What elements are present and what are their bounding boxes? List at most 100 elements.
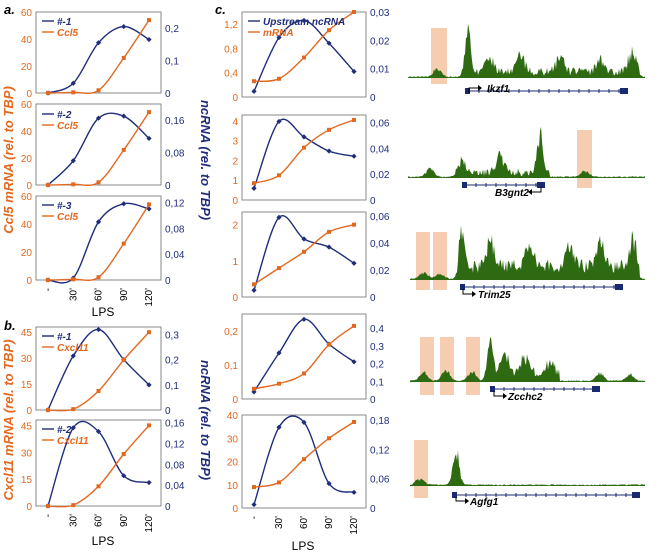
mrna-point [352, 117, 356, 122]
right-tick-label: 0 [370, 293, 376, 304]
enhancer-highlight [433, 232, 447, 290]
ncrna-point [70, 80, 76, 86]
legend-label: Upstream ncRNA [263, 17, 345, 28]
right-tick-label: 0 [370, 395, 376, 406]
chart-c3: 0 1 2 0 0,02 0,04 0,06 [232, 212, 389, 304]
mrna-point [327, 342, 331, 347]
left-tick-label: 15 [21, 475, 33, 486]
right-tick-label: 0,18 [370, 416, 390, 427]
ncrna-point [351, 359, 357, 365]
enhancer-highlight [416, 232, 430, 290]
plot-frame [241, 114, 367, 201]
gene-label: Agfg1 [469, 497, 499, 508]
genome-tracks: Ikzf1 B3gnt2 Trim25 Zcchc2 Agfg1 [408, 23, 645, 508]
mrna-point [252, 181, 256, 186]
ncrna-point [301, 236, 307, 242]
tss-arrow-head [465, 498, 469, 504]
mrna-point [252, 485, 256, 490]
mrna-point [302, 371, 306, 376]
ncrna-point [351, 153, 357, 159]
left-tick-label: 0,4 [224, 69, 238, 80]
right-tick-label: 0 [370, 504, 376, 515]
gene-exon-start [462, 182, 467, 188]
mrna-point [352, 419, 356, 424]
track-ikzf1: Ikzf1 [408, 23, 645, 95]
plot-frame [35, 11, 162, 94]
left-tick-label: 3 [232, 137, 238, 148]
x-tick-label: 30' [68, 514, 79, 527]
mrna-point [46, 278, 50, 282]
left-tick-label: 1 [232, 176, 238, 187]
mrna-point [147, 18, 151, 23]
ncrna-point [351, 68, 357, 75]
legend-label: mRNA [263, 28, 294, 39]
right-tick-label: 0 [370, 93, 376, 104]
mrna-point [71, 407, 76, 412]
ncrna-point [70, 425, 76, 431]
gene-label: Zcchc2 [507, 392, 543, 403]
right-tick-label: 0,1 [370, 377, 384, 388]
mrna-point [252, 386, 256, 391]
right-tick-label: 0,01 [370, 65, 390, 76]
tss-arrow-head [528, 189, 532, 195]
right-tick-label: 0,12 [370, 445, 390, 456]
coverage-track [410, 225, 645, 280]
mrna-point [121, 241, 126, 246]
left-tick-label: 1,2 [224, 20, 238, 31]
left-tick-label: 4 [232, 117, 238, 128]
coverage-track [408, 23, 645, 79]
gene-exon-end [537, 182, 545, 188]
mrna-point [277, 173, 281, 178]
left-tick-label: 40 [21, 127, 33, 138]
right-tick-label: 0,2 [165, 356, 179, 367]
left-tick-label: 1 [232, 257, 238, 268]
left-tick-label: 0 [232, 293, 238, 304]
gene-exon-end [620, 88, 628, 94]
legend-label: #-2 [57, 110, 72, 121]
legend-label: Cxcl11 [57, 343, 89, 354]
left-tick-label: 60 [21, 192, 33, 203]
series-line-ncrna [253, 318, 355, 393]
x-tick-label: 60' [94, 514, 105, 527]
left-tick-label: 60 [21, 8, 33, 19]
ncrna-point [251, 88, 257, 94]
left-tick-label: 20 [21, 248, 33, 259]
gene-exon-start [490, 386, 495, 392]
legend-label: #-1 [57, 17, 72, 28]
mrna-point [252, 79, 256, 84]
plot-frame [241, 313, 367, 400]
tss-arrow-head [503, 393, 507, 399]
ncrna-point [301, 316, 307, 322]
left-tick-label: 0 [232, 196, 238, 207]
series-line-mrna [253, 325, 355, 390]
plot-frame [241, 414, 367, 509]
track-agfg1: Agfg1 [410, 440, 645, 508]
gene-label: Trim25 [478, 290, 511, 301]
mrna-point [277, 480, 281, 485]
mrna-point [121, 357, 126, 362]
ncrna-point [301, 17, 307, 24]
left-tick-label: 45 [21, 421, 33, 432]
mrna-point [46, 408, 50, 412]
panel-c-letter: c. [215, 2, 226, 17]
ncrna-point [70, 158, 76, 164]
left-tick-label: 0 [26, 406, 32, 417]
mrna-point [252, 282, 256, 287]
x-tick-label: 30' [274, 516, 285, 529]
enhancer-highlight [414, 440, 428, 498]
right-tick-label: 0,08 [165, 460, 185, 471]
chart-c2: 0 1 2 3 4 0 0,02 0,04 0,06 [232, 117, 389, 207]
gene-exon-end [615, 284, 623, 290]
mrna-point [121, 147, 126, 152]
ncrna-point [276, 34, 282, 41]
panel-a-right-axis-title: ncRNA (rel. to TBP) [198, 100, 213, 220]
right-tick-label: 0,03 [370, 8, 390, 19]
x-tick-label: 90' [119, 288, 130, 301]
coverage-track [408, 126, 645, 178]
line-charts: 020406000,10,2#-1Ccl5020406000,080,16#-2… [21, 8, 390, 535]
plot-frame [241, 11, 367, 98]
ncrna-point [251, 501, 257, 508]
